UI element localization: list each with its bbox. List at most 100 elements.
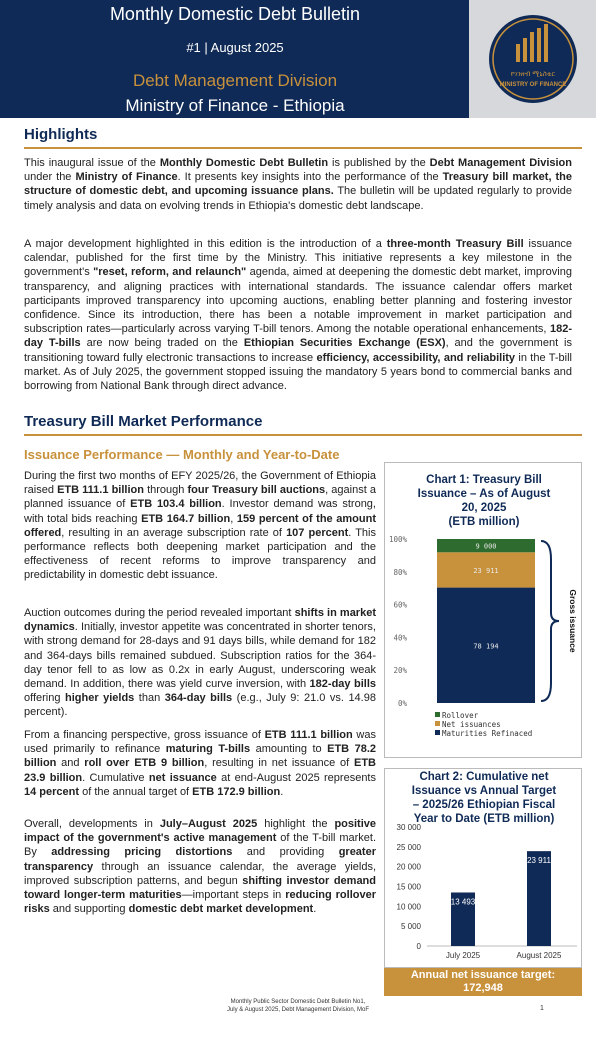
chart-1-data-label: 23 911: [473, 567, 498, 575]
text-run: of the T-bill market. By: [24, 832, 377, 859]
text-run: Monthly Domestic Debt Bulletin: [159, 157, 329, 169]
annual-target-box: Annual net issuance target: 172,948: [384, 968, 582, 996]
chart-1-bar-segment: [437, 552, 535, 588]
text-run: 107 percent: [286, 526, 349, 539]
chart-2-ytick: 5 000: [401, 922, 422, 931]
chart-2-box: Chart 2: Cumulative net Issuance vs Annu…: [384, 768, 582, 968]
text-run: maturing T-bills: [165, 743, 251, 756]
text-run: greater transparency: [24, 846, 376, 873]
text-run: ETB 164.7 billion: [141, 512, 231, 525]
logo-english-text: MINISTRY OF FINANCE: [500, 82, 567, 88]
text-run: . Investor demand was strong, with total…: [24, 498, 376, 525]
highlights-paragraph-1: This inaugural issue of the Monthly Dome…: [24, 156, 572, 213]
page-footer: Monthly Public Sector Domestic Debt Bull…: [150, 998, 446, 1014]
chart-2-bar: [527, 851, 551, 946]
chart-2-title: Chart 2: Cumulative net Issuance vs Annu…: [411, 771, 557, 825]
text-run: Overall, developments in: [24, 818, 160, 830]
chart-1-data-label: 9 000: [475, 543, 496, 551]
footer-line-2: July & August 2025, Debt Management Divi…: [226, 1007, 370, 1013]
text-run: four Treasury bill auctions: [187, 484, 326, 497]
chart-2-xtick: August 2025: [517, 951, 562, 960]
text-run: .: [313, 903, 317, 916]
text-run: at end-August 2025 represents: [216, 771, 376, 784]
text-run: agenda, aimed at deepening the domestic …: [24, 266, 572, 336]
logo-amharic-text: የገንዘብ ሚኒስቴር: [511, 71, 556, 78]
text-run: 182-day bills: [309, 678, 376, 691]
text-run: ETB 103.4 billion: [130, 498, 222, 511]
text-run: ,: [230, 512, 237, 525]
text-run: "reset, reform, and relaunch": [93, 266, 247, 279]
text-run: roll over ETB 9 billion: [84, 757, 205, 770]
text-run: Auction outcomes during the period revea…: [24, 607, 295, 619]
text-run: three-month Treasury Bill: [386, 238, 524, 250]
text-run: than: [134, 692, 165, 705]
bulletin-title: Monthly Domestic Debt Bulletin: [109, 4, 361, 24]
division-name: Debt Management Division: [132, 71, 338, 90]
tbill-divider: [24, 434, 582, 436]
text-run: of the annual target of: [79, 785, 193, 798]
chart-1-bar-segment: [437, 539, 535, 553]
text-run: reducing rollover risks: [24, 889, 377, 916]
chart-2-data-label: 23 911: [527, 856, 551, 865]
chart-2-xtick: July 2025: [446, 951, 481, 960]
text-run: . It presents key insights into the perf…: [177, 171, 443, 184]
chart-1-ytick: 0%: [398, 699, 408, 708]
tbill-paragraph-4: Overall, developments in July–August 202…: [24, 817, 376, 916]
text-run: offering: [24, 692, 65, 705]
chart-1-legend-label: Maturities Refinaced: [442, 729, 532, 738]
text-run: efficiency, accessibility, and reliabili…: [316, 351, 516, 364]
text-run: 159 percent of the amount offered: [24, 512, 376, 539]
text-run: ETB 111.1 billion: [57, 484, 144, 497]
text-run: 182-day T-bills: [24, 323, 572, 350]
text-run: Ethiopian Securities Exchange (ESX): [243, 337, 446, 350]
chart-2-data-label: 13 493: [451, 897, 476, 906]
text-run: through an issuance calendar, the averag…: [24, 860, 376, 887]
highlights-divider: [24, 147, 582, 149]
text-run: , against a planned issuance of: [24, 484, 376, 511]
chart-1-title: Chart 1: Treasury Bill Issuance – As of …: [417, 474, 551, 528]
text-run: , resulting in an average subscription r…: [61, 526, 287, 539]
annual-target-label: Annual net issuance target:: [410, 969, 556, 981]
text-run: July–August 2025: [159, 818, 258, 830]
chart-1-ytick: 40%: [393, 633, 407, 642]
text-run: shifts in market dynamics: [24, 607, 376, 634]
text-run: The bulletin will be updated regularly t…: [24, 185, 573, 212]
text-run: 14 percent: [24, 785, 80, 798]
text-run: . Cumulative: [82, 771, 149, 784]
chart-1-legend-label: Rollover: [442, 711, 479, 720]
gross-issuance-label: Gross issuance: [568, 589, 578, 653]
issue-number: #1 | August 2025: [186, 40, 284, 55]
ministry-logo: የገንዘብ ሚኒስቴር MINISTRY OF FINANCE: [489, 15, 577, 103]
chart-1-ytick: 100%: [389, 535, 408, 544]
text-run: . This performance reflects both deepeni…: [24, 526, 376, 582]
chart-2-ytick: 30 000: [397, 823, 422, 832]
chart-1-box: Chart 1: Treasury Bill Issuance – As of …: [384, 462, 582, 758]
text-run: is published by the: [328, 157, 430, 169]
text-run: Debt Management Division: [429, 157, 572, 169]
tbill-paragraph-2: Auction outcomes during the period revea…: [24, 606, 376, 720]
ministry-logo-panel: የገንዘብ ሚኒስቴር MINISTRY OF FINANCE: [469, 0, 596, 118]
text-run: —important steps in: [181, 889, 286, 902]
tbill-heading: Treasury Bill Market Performance: [24, 413, 263, 430]
text-run: From a financing perspective, gross issu…: [24, 729, 265, 741]
text-run: higher yields: [65, 692, 135, 705]
text-run: 364-day bills: [164, 692, 233, 705]
text-run: issuance calendar, published for the fir…: [24, 238, 572, 279]
chart-2-ytick: 20 000: [397, 863, 422, 872]
text-run: and supporting: [49, 903, 129, 916]
highlights-paragraph-2: A major development highlighted in this …: [24, 237, 572, 393]
chart-1-legend-label: Net issuances: [442, 720, 501, 729]
text-run: are now being traded on the: [80, 337, 244, 350]
text-run: net issuance: [148, 771, 217, 784]
chart-2-bar: [451, 892, 475, 946]
text-run: domestic debt market development: [128, 903, 314, 916]
page-number: 1: [540, 1005, 544, 1012]
text-run: This inaugural issue of the: [24, 157, 160, 169]
text-run: highlight the: [257, 818, 335, 830]
text-run: through: [143, 484, 188, 497]
text-run: ETB 23.9 billion: [24, 757, 376, 784]
text-run: ETB 78.2 billion: [24, 743, 377, 770]
text-run: and providing: [232, 846, 339, 859]
text-run: . Initially, investor appetite was conce…: [24, 621, 376, 691]
annual-target-value: 172,948: [463, 982, 503, 994]
